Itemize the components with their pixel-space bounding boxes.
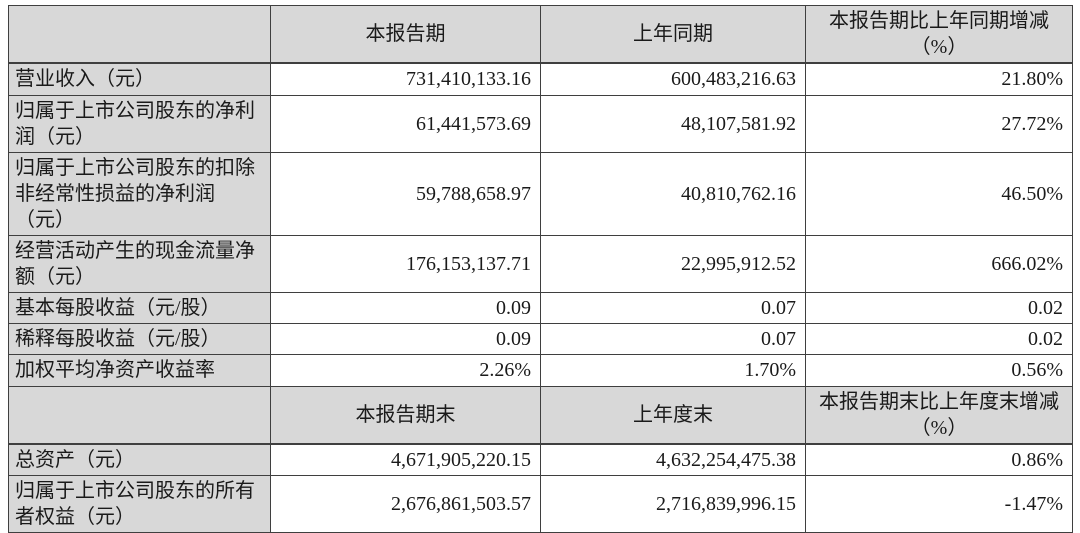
value-prior: 0.07 [540,322,806,355]
value-current: 2,676,861,503.57 [270,475,541,533]
row-label: 加权平均净资产收益率 [8,353,271,387]
table-row-weighted-avg-roe: 加权平均净资产收益率 2.26% 1.70% 0.56% [8,353,1073,387]
value-prior: 0.07 [540,291,806,324]
value-prior: 40,810,762.16 [540,151,806,236]
report-page: 本报告期 上年同期 本报告期比上年同期增减 （%） 营业收入（元） 731,41… [8,5,1073,533]
row-label: 稀释每股收益（元/股） [8,322,271,355]
value-current: 61,441,573.69 [270,94,541,153]
value-current: 2.26% [270,353,541,387]
row-label: 经营活动产生的现金流量净 额（元） [8,234,271,293]
row-label: 营业收入（元） [8,62,271,96]
value-current: 59,788,658.97 [270,151,541,236]
period-header-row: 本报告期 上年同期 本报告期比上年同期增减 （%） [8,5,1073,64]
corner-cell [8,385,271,445]
col-header-current-eop: 本报告期末 [270,385,541,445]
col-header-period-change: 本报告期比上年同期增减 （%） [805,5,1073,64]
eop-header-row: 本报告期末 上年度末 本报告期末比上年度末增减 （%） [8,385,1073,445]
col-header-prior-eop: 上年度末 [540,385,806,445]
col-header-current-period: 本报告期 [270,5,541,64]
row-label: 总资产（元） [8,443,271,476]
table-row-total-assets: 总资产（元） 4,671,905,220.15 4,632,254,475.38… [8,443,1073,476]
value-change: 666.02% [805,234,1073,293]
row-label: 归属于上市公司股东的所有 者权益（元） [8,475,271,533]
row-label: 归属于上市公司股东的扣除 非经常性损益的净利润 （元） [8,151,271,236]
table-row-net-profit: 归属于上市公司股东的净利 润（元） 61,441,573.69 48,107,5… [8,94,1073,153]
row-label: 基本每股收益（元/股） [8,291,271,324]
value-current: 731,410,133.16 [270,62,541,96]
table-row-shareholders-equity: 归属于上市公司股东的所有 者权益（元） 2,676,861,503.57 2,7… [8,475,1073,533]
value-current: 4,671,905,220.15 [270,443,541,476]
value-change: 0.56% [805,353,1073,387]
col-header-prior-period: 上年同期 [540,5,806,64]
table-row-diluted-eps: 稀释每股收益（元/股） 0.09 0.07 0.02 [8,322,1073,355]
value-change: 0.86% [805,443,1073,476]
value-prior: 1.70% [540,353,806,387]
table-row-revenue: 营业收入（元） 731,410,133.16 600,483,216.63 21… [8,62,1073,96]
value-current: 0.09 [270,291,541,324]
value-change: 0.02 [805,291,1073,324]
row-label: 归属于上市公司股东的净利 润（元） [8,94,271,153]
table-row-non-recurring-net-profit: 归属于上市公司股东的扣除 非经常性损益的净利润 （元） 59,788,658.9… [8,151,1073,236]
value-prior: 4,632,254,475.38 [540,443,806,476]
value-prior: 600,483,216.63 [540,62,806,96]
value-current: 176,153,137.71 [270,234,541,293]
value-prior: 22,995,912.52 [540,234,806,293]
col-header-eop-change: 本报告期末比上年度末增减 （%） [805,385,1073,445]
value-prior: 2,716,839,996.15 [540,475,806,533]
financial-summary-table: 本报告期 上年同期 本报告期比上年同期增减 （%） 营业收入（元） 731,41… [8,5,1073,533]
value-change: -1.47% [805,475,1073,533]
value-prior: 48,107,581.92 [540,94,806,153]
value-change: 46.50% [805,151,1073,236]
value-current: 0.09 [270,322,541,355]
value-change: 0.02 [805,322,1073,355]
value-change: 21.80% [805,62,1073,96]
table-row-operating-cash-flow: 经营活动产生的现金流量净 额（元） 176,153,137.71 22,995,… [8,234,1073,293]
value-change: 27.72% [805,94,1073,153]
corner-cell [8,5,271,64]
table-row-basic-eps: 基本每股收益（元/股） 0.09 0.07 0.02 [8,291,1073,324]
